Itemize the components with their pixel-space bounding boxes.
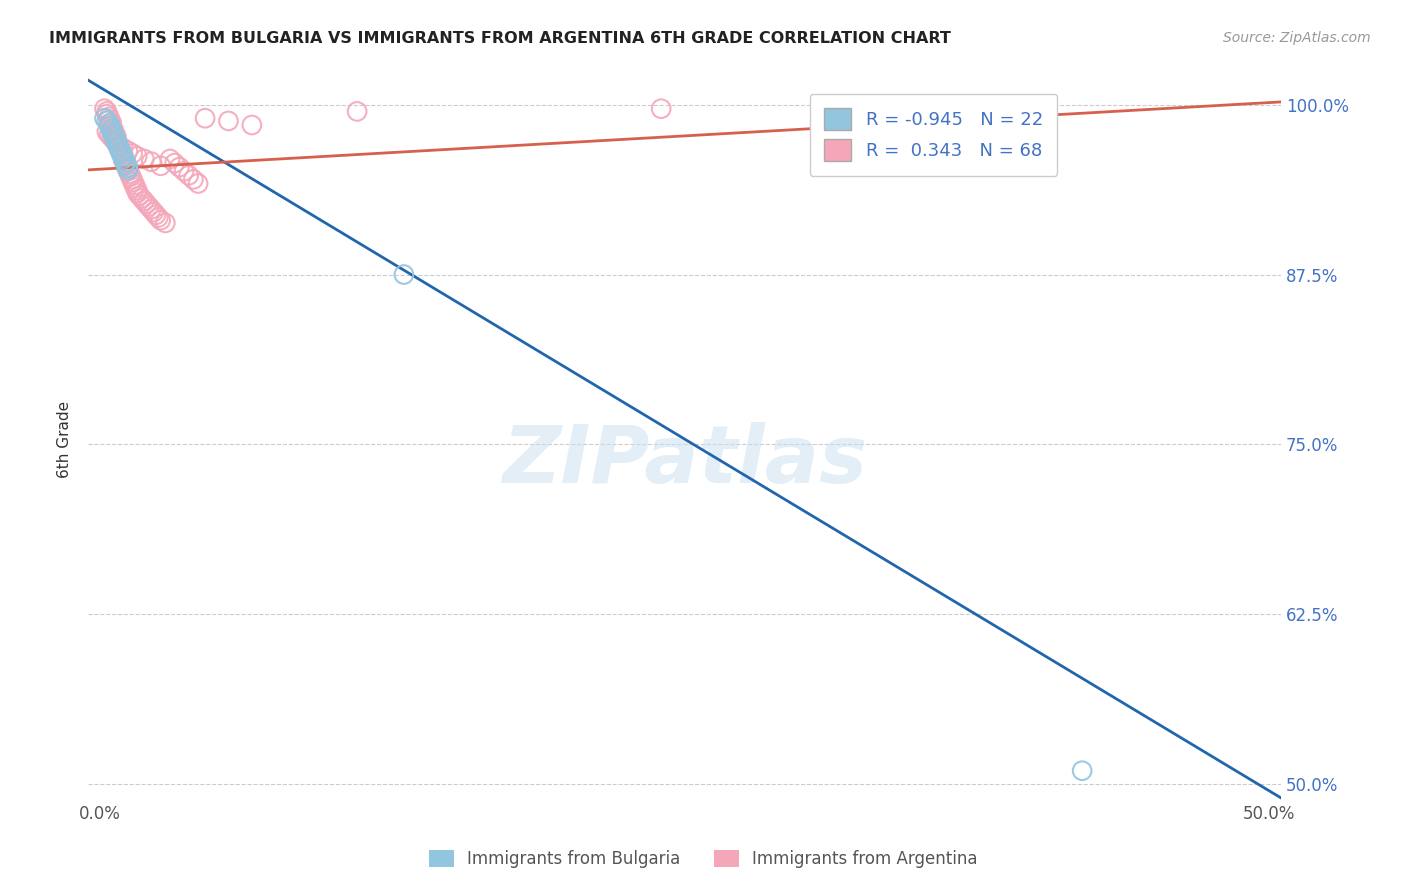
Point	[112, 153, 135, 168]
Point	[98, 128, 121, 142]
Point	[100, 122, 122, 136]
Point	[120, 169, 142, 184]
Legend: Immigrants from Bulgaria, Immigrants from Argentina: Immigrants from Bulgaria, Immigrants fro…	[422, 843, 984, 875]
Point	[96, 114, 118, 128]
Point	[103, 126, 125, 140]
Point	[96, 104, 118, 119]
Point	[107, 141, 129, 155]
Point	[112, 152, 135, 166]
Point	[114, 156, 136, 170]
Point	[105, 133, 128, 147]
Point	[183, 172, 205, 186]
Point	[124, 180, 146, 194]
Point	[110, 146, 132, 161]
Point	[114, 157, 136, 171]
Point	[149, 213, 172, 227]
Point	[112, 151, 135, 165]
Point	[98, 112, 121, 127]
Point	[141, 202, 163, 217]
Point	[142, 205, 165, 219]
Point	[103, 128, 125, 142]
Point	[124, 178, 146, 192]
Legend: R = -0.945   N = 22, R =  0.343   N = 68: R = -0.945 N = 22, R = 0.343 N = 68	[810, 94, 1057, 176]
Point	[120, 167, 142, 181]
Point	[103, 130, 125, 145]
Point	[96, 107, 118, 121]
Point	[121, 172, 143, 186]
Point	[240, 118, 263, 132]
Point	[127, 149, 149, 163]
Point	[127, 183, 149, 197]
Point	[117, 144, 139, 158]
Point	[110, 143, 132, 157]
Point	[169, 160, 191, 174]
Point	[149, 159, 172, 173]
Point	[93, 102, 115, 116]
Point	[187, 177, 209, 191]
Point	[117, 160, 139, 174]
Point	[148, 211, 170, 225]
Point	[103, 123, 125, 137]
Point	[105, 136, 128, 150]
Point	[98, 117, 121, 131]
Point	[98, 110, 121, 124]
Point	[392, 268, 415, 282]
Text: ZIPatlas: ZIPatlas	[502, 422, 868, 500]
Point	[114, 159, 136, 173]
Point	[163, 156, 186, 170]
Point	[650, 102, 672, 116]
Point	[117, 164, 139, 178]
Point	[134, 194, 156, 208]
Y-axis label: 6th Grade: 6th Grade	[58, 401, 72, 477]
Point	[114, 154, 136, 169]
Point	[112, 149, 135, 163]
Point	[100, 120, 122, 135]
Point	[110, 145, 132, 160]
Point	[105, 136, 128, 150]
Point	[194, 112, 217, 126]
Point	[100, 130, 122, 145]
Point	[93, 112, 115, 126]
Point	[96, 125, 118, 139]
Point	[110, 144, 132, 158]
Point	[107, 138, 129, 153]
Point	[112, 141, 135, 155]
Point	[107, 140, 129, 154]
Point	[121, 175, 143, 189]
Point	[218, 114, 240, 128]
Point	[145, 208, 167, 222]
Point	[177, 169, 200, 183]
Point	[105, 128, 128, 143]
Text: IMMIGRANTS FROM BULGARIA VS IMMIGRANTS FROM ARGENTINA 6TH GRADE CORRELATION CHAR: IMMIGRANTS FROM BULGARIA VS IMMIGRANTS F…	[49, 31, 950, 46]
Point	[98, 120, 121, 134]
Point	[117, 162, 139, 177]
Point	[100, 115, 122, 129]
Point	[128, 188, 150, 202]
Point	[131, 191, 153, 205]
Point	[100, 125, 122, 139]
Text: Source: ZipAtlas.com: Source: ZipAtlas.com	[1223, 31, 1371, 45]
Point	[173, 164, 195, 178]
Point	[346, 104, 368, 119]
Point	[112, 148, 135, 162]
Point	[134, 152, 156, 166]
Point	[1071, 764, 1094, 778]
Point	[135, 197, 157, 211]
Point	[107, 136, 129, 151]
Point	[127, 186, 149, 200]
Point	[100, 118, 122, 132]
Point	[159, 152, 181, 166]
Point	[117, 161, 139, 176]
Point	[155, 216, 177, 230]
Point	[105, 134, 128, 148]
Point	[121, 146, 143, 161]
Point	[107, 138, 129, 153]
Point	[138, 200, 160, 214]
Point	[103, 133, 125, 147]
Point	[141, 154, 163, 169]
Point	[105, 131, 128, 145]
